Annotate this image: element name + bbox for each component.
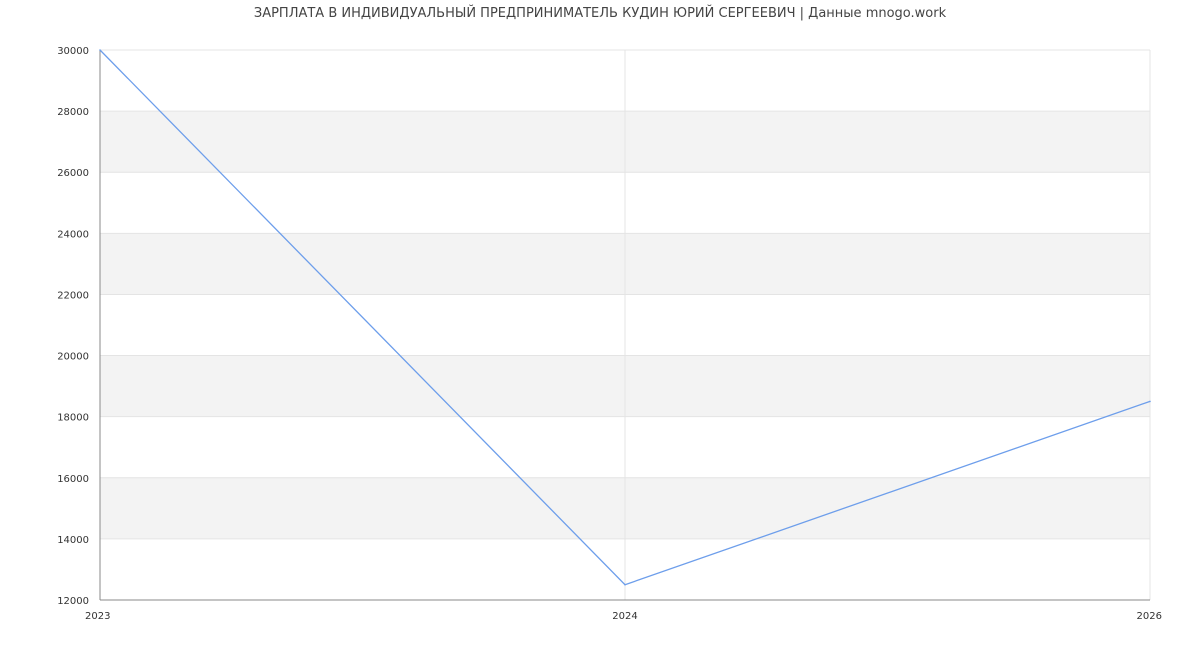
data-point (99, 49, 101, 51)
y-tick-label: 28000 (57, 107, 89, 118)
y-tick-label: 12000 (57, 596, 89, 607)
data-point (624, 583, 626, 586)
data-point (1149, 400, 1151, 403)
y-tick-label: 22000 (57, 290, 89, 301)
x-tick-label: 2026 (1137, 611, 1162, 622)
x-tick-label: 2023 (85, 611, 110, 622)
y-tick-label: 24000 (57, 229, 89, 240)
x-tick-label: 2024 (612, 611, 637, 622)
y-tick-label: 20000 (57, 352, 89, 363)
y-tick-label: 16000 (57, 474, 89, 485)
chart-title: ЗАРПЛАТА В ИНДИВИДУАЛЬНЫЙ ПРЕДПРИНИМАТЕЛ… (253, 6, 947, 21)
y-tick-label: 14000 (57, 535, 89, 546)
y-tick-label: 26000 (57, 168, 89, 179)
y-tick-label: 18000 (57, 413, 89, 424)
y-tick-label: 30000 (57, 46, 89, 57)
